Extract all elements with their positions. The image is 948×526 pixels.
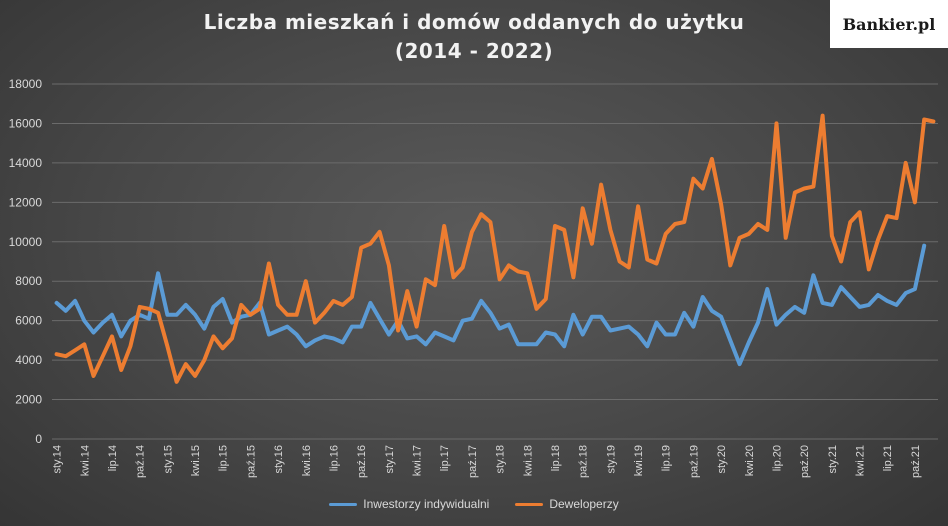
x-tick-label: paź.15 bbox=[245, 445, 257, 478]
x-tick-label: paź.16 bbox=[356, 445, 368, 478]
logo-text: Bankier.pl bbox=[842, 14, 936, 34]
legend-label-developers: Deweloperzy bbox=[549, 497, 619, 511]
y-tick-label: 6000 bbox=[15, 314, 42, 328]
x-tick-label: paź.18 bbox=[578, 445, 590, 478]
x-tick-label: sty.17 bbox=[384, 445, 396, 474]
x-tick-label: sty.20 bbox=[716, 445, 728, 474]
y-tick-label: 10000 bbox=[9, 235, 43, 249]
y-tick-label: 18000 bbox=[9, 77, 43, 91]
legend-item-investors: Inwestorzy indywidualni bbox=[329, 497, 489, 511]
x-tick-label: sty.15 bbox=[162, 445, 174, 474]
chart-subtitle: (2014 - 2022) bbox=[394, 39, 554, 63]
x-axis: sty.14 kwi.14 lip.14 paź.14 sty.15 kwi.15 lip.… bbox=[52, 445, 922, 478]
chart-title-main: Liczba mieszkań i domów oddanych do użyt… bbox=[203, 10, 745, 34]
y-tick-label: 8000 bbox=[15, 274, 42, 288]
x-tick-label: lip.15 bbox=[218, 445, 230, 471]
y-tick-label: 0 bbox=[35, 432, 42, 446]
x-tick-label: lip.18 bbox=[550, 445, 562, 471]
x-tick-label: paź.20 bbox=[799, 445, 811, 478]
legend: Inwestorzy indywidualni Deweloperzy bbox=[0, 497, 948, 511]
x-tick-label: paź.17 bbox=[467, 445, 479, 478]
x-tick-label: lip.19 bbox=[661, 445, 673, 471]
chart-title: Liczba mieszkań i domów oddanych do użyt… bbox=[0, 8, 948, 66]
x-tick-label: sty.19 bbox=[605, 445, 617, 474]
x-tick-label: kwi.15 bbox=[190, 445, 202, 476]
y-tick-label: 12000 bbox=[9, 195, 43, 209]
investors-line bbox=[54, 243, 927, 367]
x-tick-label: sty.14 bbox=[52, 445, 64, 474]
legend-swatch-investors bbox=[329, 502, 358, 506]
x-tick-label: kwi.20 bbox=[744, 445, 756, 476]
legend-swatch-developers bbox=[515, 502, 544, 506]
legend-label-investors: Inwestorzy indywidualni bbox=[363, 497, 490, 511]
developers-line bbox=[54, 113, 936, 384]
x-tick-label: kwi.19 bbox=[633, 445, 645, 476]
y-tick-label: 16000 bbox=[9, 116, 43, 130]
x-tick-label: sty.16 bbox=[273, 445, 285, 474]
x-tick-label: kwi.16 bbox=[301, 445, 313, 476]
x-tick-label: paź.21 bbox=[910, 445, 922, 478]
y-axis: 0 2000 4000 6000 8000 10000 12000 14000 16000 180… bbox=[9, 77, 43, 446]
x-tick-label: kwi.17 bbox=[412, 445, 424, 476]
x-tick-label: sty.21 bbox=[827, 445, 839, 474]
x-tick-label: lip.16 bbox=[328, 445, 340, 471]
x-tick-label: kwi.18 bbox=[522, 445, 534, 476]
y-tick-label: 14000 bbox=[9, 156, 43, 170]
x-tick-label: kwi.21 bbox=[855, 445, 867, 476]
bankier-logo: Bankier.pl bbox=[830, 0, 948, 48]
x-tick-label: lip.17 bbox=[439, 445, 451, 471]
x-tick-label: paź.14 bbox=[135, 445, 147, 478]
x-tick-label: kwi.14 bbox=[79, 445, 91, 476]
x-tick-label: lip.21 bbox=[882, 445, 894, 471]
x-tick-label: lip.14 bbox=[107, 445, 119, 471]
x-tick-label: paź.19 bbox=[688, 445, 700, 478]
x-tick-label: lip.20 bbox=[771, 445, 783, 471]
y-tick-label: 4000 bbox=[15, 353, 42, 367]
series-lines bbox=[54, 113, 936, 384]
y-tick-label: 2000 bbox=[15, 393, 42, 407]
x-tick-label: sty.18 bbox=[495, 445, 507, 474]
legend-item-developers: Deweloperzy bbox=[515, 497, 619, 511]
